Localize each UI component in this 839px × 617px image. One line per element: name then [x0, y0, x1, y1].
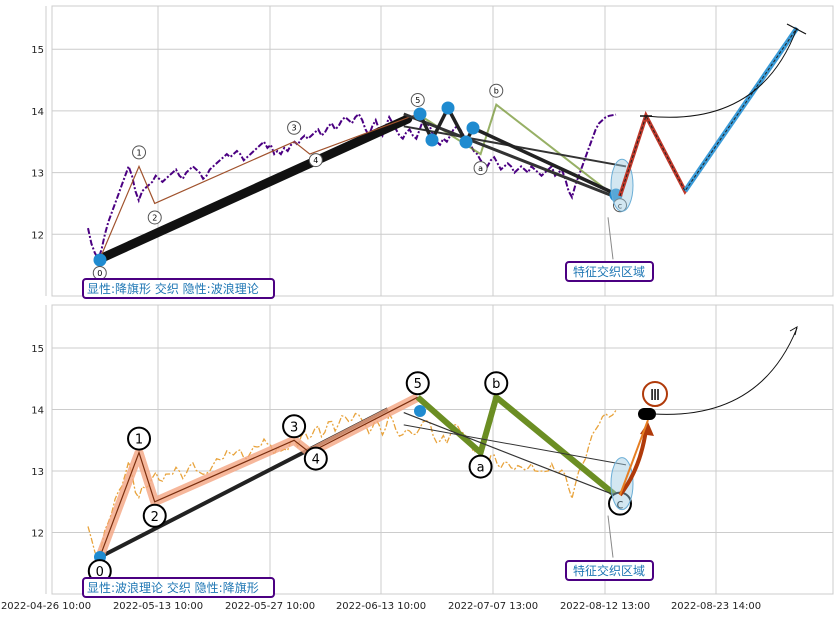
forecast-curve — [645, 27, 798, 118]
x-tick-label: 2022-04-26 10:00 — [1, 601, 91, 612]
zone-label: 特征交织区域 — [573, 563, 645, 578]
wave-label-circle — [147, 210, 162, 225]
wave-label-0: 0 — [97, 269, 102, 278]
wave-label-circle — [127, 426, 152, 451]
wave-label-2: 2 — [151, 510, 159, 525]
pivot-dot — [459, 135, 473, 149]
target-label: Ⅲ — [650, 386, 660, 404]
wave-label-0: 0 — [96, 565, 104, 580]
wave-label-circle — [489, 83, 504, 98]
pivot-dot — [93, 253, 107, 267]
wave-label-c: c — [618, 201, 622, 210]
plot-area — [51, 304, 834, 595]
target-label-circle — [642, 381, 668, 407]
x-tick-label: 2022-08-12 13:00 — [560, 601, 650, 612]
wave-label-circle — [468, 454, 493, 479]
y-tick-label: 15 — [31, 344, 44, 355]
y-tick-label: 15 — [31, 45, 44, 56]
interweave-zone-ellipse — [610, 457, 634, 511]
y-tick-label: 13 — [31, 169, 44, 180]
impulse-wave — [99, 396, 419, 558]
x-tick-label: 2022-05-27 10:00 — [225, 601, 315, 612]
trend-line-main — [95, 114, 413, 264]
wave-label-circle — [473, 161, 488, 176]
pivot-dot — [425, 133, 439, 147]
y-tick-label: 12 — [31, 230, 44, 241]
zone-label: 特征交织区域 — [573, 264, 645, 279]
zone-label-box — [565, 261, 654, 282]
pattern-label: 显性:波浪理论 交织 隐性:降旗形 — [87, 580, 259, 595]
corrective-wave — [415, 391, 618, 498]
wave-label-1: 1 — [135, 433, 143, 448]
zone-label-box — [565, 560, 654, 581]
wave-label-a: a — [477, 461, 485, 476]
zone-pointer — [607, 515, 614, 558]
wave-label-3: 3 — [290, 420, 298, 435]
pivot-dot — [441, 101, 455, 115]
wave-label-circle — [405, 371, 430, 396]
price-series-line — [87, 112, 617, 262]
channel-line-upper — [403, 424, 627, 466]
wave-label-4: 4 — [313, 156, 318, 165]
x-tick-label: 2022-08-23 14:00 — [671, 601, 761, 612]
wave-label-1: 1 — [136, 148, 141, 157]
x-tick-label: 2022-07-07 13:00 — [448, 601, 538, 612]
wave-label-circle — [132, 145, 147, 160]
pattern-label-box — [82, 577, 275, 598]
y-tick-label: 14 — [31, 107, 44, 118]
wave-label-5: 5 — [415, 96, 420, 105]
orange-projection — [619, 419, 649, 496]
wave-label-circle — [303, 446, 328, 471]
zone-pointer — [607, 217, 614, 260]
plot-area — [51, 5, 834, 297]
wave-label-circle — [410, 92, 425, 107]
wave-label-circle — [142, 503, 167, 528]
x-tick-label: 2022-05-13 10:00 — [113, 601, 203, 612]
wave-label-a: a — [478, 164, 483, 173]
wave-label-5: 5 — [414, 377, 422, 392]
impulse-wave — [99, 113, 419, 260]
wave-label-2: 2 — [152, 213, 157, 222]
pivot-dot — [413, 107, 427, 121]
wave-label-3: 3 — [292, 124, 297, 133]
brown-arrow — [618, 429, 648, 497]
wave-label-circle — [484, 371, 509, 396]
price-series-line — [87, 409, 617, 563]
target-point — [638, 408, 656, 420]
pattern-label-box — [82, 278, 275, 299]
wave-label-b: b — [494, 87, 499, 96]
pivot-dot — [466, 121, 480, 135]
pivot-dot — [414, 405, 426, 417]
wave-label-b: b — [492, 377, 500, 392]
pattern-label: 显性:降旗形 交织 隐性:波浪理论 — [87, 281, 259, 296]
y-tick-label: 13 — [31, 467, 44, 478]
wave-label-circle — [287, 120, 302, 135]
target-marker — [786, 23, 807, 35]
y-tick-label: 14 — [31, 406, 44, 417]
y-tick-label: 12 — [31, 529, 44, 540]
wave-label-c: c — [616, 498, 623, 513]
wave-label-4: 4 — [312, 453, 320, 468]
x-tick-label: 2022-06-13 10:00 — [336, 601, 426, 612]
channel-line-lower — [403, 412, 617, 497]
wave-label-circle — [282, 414, 307, 439]
wave-label-circle — [308, 153, 323, 168]
forecast-curve-head — [789, 325, 798, 336]
forecast-path-center — [619, 27, 798, 197]
forecast-curve — [653, 327, 798, 415]
